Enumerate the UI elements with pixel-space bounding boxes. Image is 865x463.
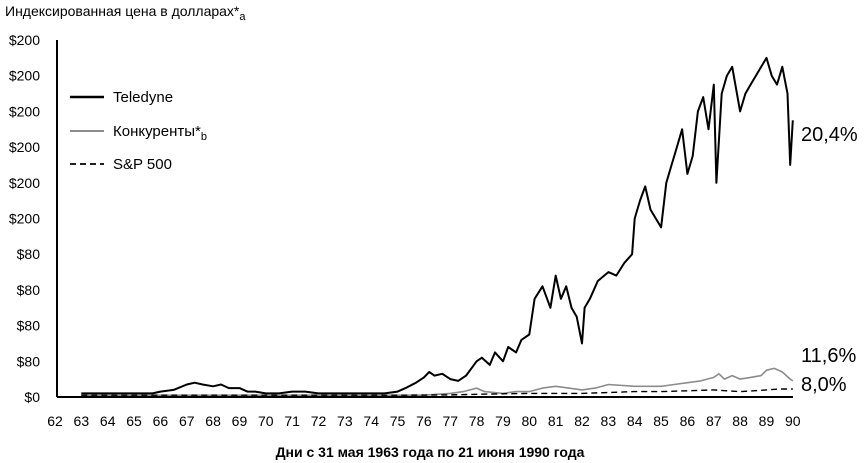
x-tick-label: 66 (153, 413, 169, 429)
series-line-1 (81, 367, 794, 397)
y-tick-label: $80 (17, 318, 41, 334)
x-tick-label: 71 (284, 413, 300, 429)
x-tick-label: 88 (732, 413, 748, 429)
y-tick-label: $200 (9, 139, 40, 155)
y-tick-label: $200 (9, 175, 40, 191)
x-tick-label: 75 (390, 413, 406, 429)
y-tick-label: $80 (17, 282, 41, 298)
y-axis-ticks: $0 $80 $80 $80 $80 $200 $200 $200 $200 $200 $200 (9, 32, 40, 405)
x-axis-title: Дни с 31 мая 1963 года по 21 июня 1990 г… (276, 444, 585, 460)
legend-label-0: Teledyne (113, 89, 173, 106)
legend: Teledyne Конкуренты*b S&P 500 (70, 89, 207, 173)
x-tick-label: 89 (759, 413, 775, 429)
series-end-label-2: 8,0% (801, 374, 847, 396)
x-tick-label: 63 (74, 413, 90, 429)
end-labels: 20,4% 11,6% 8,0% (801, 124, 858, 396)
legend-label-1: Конкуренты*b (113, 123, 207, 143)
legend-label-2: S&P 500 (113, 156, 172, 173)
x-tick-label: 70 (258, 413, 274, 429)
x-tick-label: 80 (522, 413, 538, 429)
x-tick-label: 73 (337, 413, 353, 429)
x-tick-label: 69 (232, 413, 248, 429)
legend-label-main: Конкуренты* (113, 123, 201, 140)
y-tick-label: $80 (17, 246, 41, 262)
x-tick-label: 90 (785, 413, 801, 429)
series-end-label-1: 11,6% (801, 345, 856, 367)
x-tick-label: 65 (126, 413, 142, 429)
x-tick-label: 64 (100, 413, 116, 429)
y-tick-label: $0 (24, 389, 40, 405)
x-tick-label: 62 (47, 413, 63, 429)
x-tick-label: 86 (680, 413, 696, 429)
x-tick-label: 81 (548, 413, 564, 429)
chart-title-main: Индексированная цена в долларах* (5, 3, 240, 19)
x-tick-label: 87 (706, 413, 722, 429)
x-tick-label: 74 (363, 413, 379, 429)
x-tick-label: 68 (205, 413, 221, 429)
legend-label-main: Teledyne (113, 89, 173, 106)
y-tick-label: $80 (17, 353, 41, 369)
legend-label-sub: b (201, 131, 207, 143)
y-tick-label: $200 (9, 32, 40, 48)
x-tick-label: 83 (601, 413, 617, 429)
series-line-0 (81, 56, 794, 395)
chart-title: Индексированная цена в долларах*a (5, 3, 246, 23)
legend-label-main: S&P 500 (113, 156, 172, 173)
x-tick-label: 78 (469, 413, 485, 429)
x-tick-label: 85 (653, 413, 669, 429)
series-line-2 (81, 388, 793, 396)
x-tick-label: 79 (495, 413, 511, 429)
x-axis-ticks: 62 63 64 65 66 67 68 69 70 71 72 73 74 75 76 77 78 79 80 81… (47, 413, 801, 429)
y-tick-label: $200 (9, 68, 40, 84)
y-tick-label: $200 (9, 103, 40, 119)
x-tick-label: 72 (311, 413, 327, 429)
x-tick-label: 84 (627, 413, 643, 429)
chart-title-sub: a (239, 11, 246, 23)
y-tick-label: $200 (9, 211, 40, 227)
x-tick-label: 82 (574, 413, 590, 429)
series-end-label-0: 20,4% (801, 124, 858, 146)
x-tick-label: 76 (416, 413, 432, 429)
x-tick-label: 67 (179, 413, 195, 429)
x-tick-label: 77 (442, 413, 458, 429)
series-lines (81, 56, 794, 397)
